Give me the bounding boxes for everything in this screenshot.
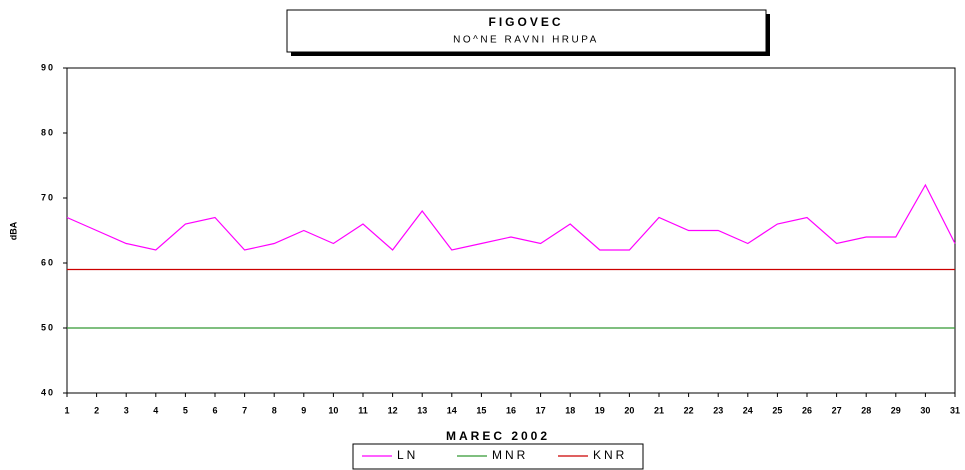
- x-tick-label: 14: [447, 405, 457, 415]
- x-tick-label: 5: [183, 405, 188, 415]
- x-tick-label: 3: [124, 405, 129, 415]
- title-box: [286, 9, 767, 53]
- x-tick-label: 25: [772, 405, 782, 415]
- y-tick-label: 70: [41, 192, 55, 202]
- x-axis-label: MAREC 2002: [446, 429, 550, 443]
- x-tick-label: 18: [565, 405, 575, 415]
- x-tick-label: 29: [891, 405, 901, 415]
- x-tick-label: 23: [713, 405, 723, 415]
- x-tick-label: 30: [920, 405, 930, 415]
- series-line: [66, 183, 956, 251]
- x-tick-label: 19: [595, 405, 605, 415]
- y-tick-label: 90: [41, 62, 55, 72]
- x-tick-label: 27: [832, 405, 842, 415]
- chart-subtitle: NO^NE RAVNI HRUPA: [453, 35, 599, 46]
- y-axis-label: dBA: [8, 221, 18, 240]
- legend-label: MNR: [492, 448, 528, 462]
- legend-label: KNR: [593, 448, 627, 462]
- x-tick-label: 17: [536, 405, 546, 415]
- legend-label: LN: [397, 448, 418, 462]
- x-tick-label: 26: [802, 405, 812, 415]
- x-tick-label: 4: [153, 405, 158, 415]
- x-tick-label: 10: [328, 405, 338, 415]
- y-tick-label: 40: [41, 387, 55, 397]
- x-tick-label: 28: [861, 405, 871, 415]
- x-tick-label: 7: [242, 405, 247, 415]
- y-tick-label: 80: [41, 127, 55, 137]
- y-tick-label: 60: [41, 257, 55, 267]
- legend-box: [352, 443, 644, 470]
- x-tick-label: 1: [64, 405, 69, 415]
- x-tick-label: 15: [476, 405, 486, 415]
- x-tick-label: 11: [358, 405, 368, 415]
- x-tick-label: 20: [624, 405, 634, 415]
- x-tick-label: 31: [950, 405, 960, 415]
- x-tick-label: 21: [654, 405, 664, 415]
- x-tick-label: 12: [388, 405, 398, 415]
- x-tick-label: 16: [506, 405, 516, 415]
- x-tick-label: 9: [301, 405, 306, 415]
- x-tick-label: 13: [417, 405, 427, 415]
- x-tick-label: 22: [684, 405, 694, 415]
- x-tick-label: 6: [212, 405, 217, 415]
- x-tick-label: 8: [272, 405, 277, 415]
- chart-title: FIGOVEC: [488, 15, 563, 29]
- x-tick-label: 2: [94, 405, 99, 415]
- x-tick-label: 24: [743, 405, 753, 415]
- y-tick-label: 50: [41, 322, 55, 332]
